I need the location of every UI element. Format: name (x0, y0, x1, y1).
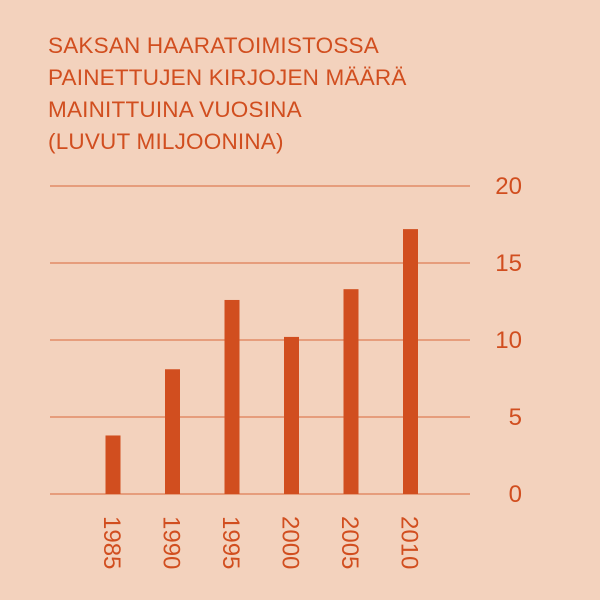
x-tick-label-2000: 2000 (277, 516, 304, 569)
y-axis-tick-labels: 0 5 10 15 20 (495, 173, 522, 508)
gridlines (50, 185, 470, 495)
chart-title-line-1: SAKSAN HAARATOIMISTOSSA (48, 33, 379, 58)
bar-2000 (284, 336, 299, 494)
x-tick-label-1995: 1995 (217, 516, 244, 569)
bar-2010 (403, 229, 418, 494)
y-tick-label-5: 5 (509, 404, 522, 431)
chart-title: SAKSAN HAARATOIMISTOSSA PAINETTUJEN KIRJ… (48, 30, 568, 158)
y-tick-label-0: 0 (509, 481, 522, 508)
chart-title-line-2: PAINETTUJEN KIRJOJEN MÄÄRÄ (48, 65, 407, 90)
y-tick-label-20: 20 (495, 173, 522, 200)
chart-title-line-4: (LUVUT MILJOONINA) (48, 129, 284, 154)
x-tick-label-2005: 2005 (336, 516, 363, 569)
x-tick-label-2010: 2010 (396, 516, 423, 569)
bar-1995 (224, 299, 240, 494)
bar-2005 (343, 289, 359, 494)
x-tick-label-1990: 1990 (158, 516, 185, 569)
y-tick-label-10: 10 (495, 327, 522, 354)
bars (105, 229, 418, 494)
x-axis-tick-labels: 1985 1990 1995 2000 2005 2010 (98, 516, 423, 569)
y-tick-label-15: 15 (495, 250, 522, 277)
bar-1985 (105, 435, 121, 494)
bar-1990 (165, 369, 180, 494)
chart-title-line-3: MAINITTUINA VUOSINA (48, 97, 302, 122)
x-tick-label-1985: 1985 (98, 516, 125, 569)
